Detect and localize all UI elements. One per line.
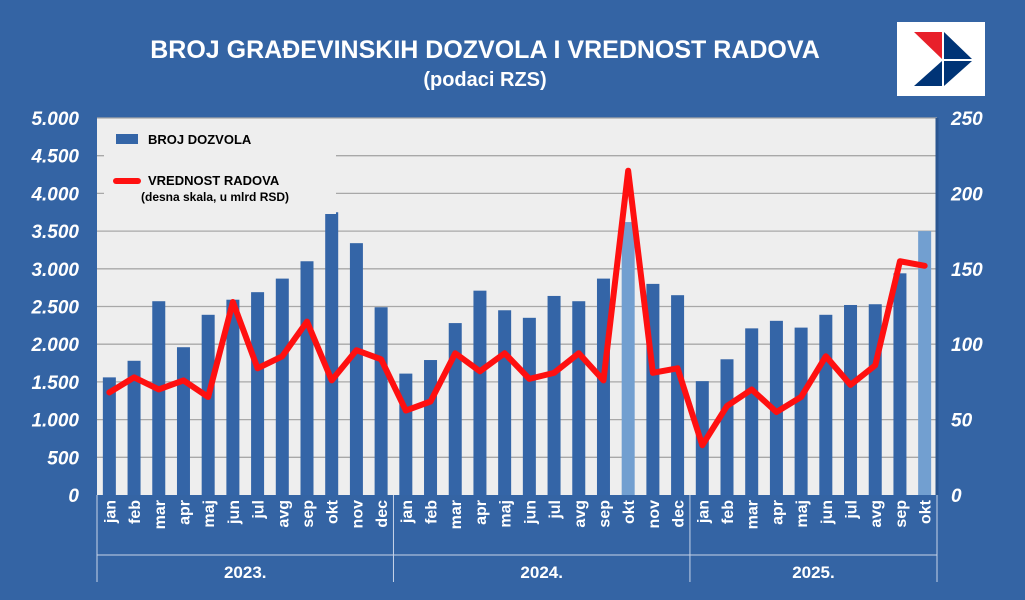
- bar-jul: [548, 296, 561, 495]
- x-tick-label: maj: [498, 500, 515, 528]
- y-right-tick-label: 150: [951, 260, 983, 281]
- bar-dec: [375, 307, 388, 495]
- year-label: 2023.: [224, 563, 267, 582]
- bar-avg: [276, 279, 289, 495]
- x-tick-label: dec: [374, 500, 391, 528]
- x-tick-label: avg: [868, 500, 885, 528]
- bar-maj: [795, 328, 808, 495]
- y-left-tick-label: 2.000: [30, 335, 79, 356]
- y-left-tick-label: 1.500: [31, 373, 79, 394]
- x-tick-label: jul: [251, 500, 268, 520]
- bar-mar: [449, 323, 462, 495]
- x-tick-label: sep: [300, 500, 317, 528]
- x-tick-label: avg: [572, 500, 589, 528]
- x-tick-label: jul: [547, 500, 564, 520]
- x-tick-label: jul: [844, 500, 861, 520]
- x-tick-label: sep: [596, 500, 613, 528]
- x-tick-label: jan: [399, 500, 416, 524]
- bar-feb: [424, 360, 437, 495]
- legend-bar-label: BROJ DOZVOLA: [148, 132, 252, 147]
- x-tick-label: jun: [522, 500, 539, 525]
- bar-maj: [498, 310, 511, 495]
- bar-avg: [572, 301, 585, 495]
- y-left-tick-label: 1.000: [31, 411, 79, 432]
- bar-okt: [918, 231, 931, 495]
- y-left-tick-label: 2.500: [30, 298, 79, 319]
- bar-jan: [399, 374, 412, 495]
- x-tick-label: mar: [745, 500, 762, 529]
- bar-apr: [177, 347, 190, 495]
- bar-dec: [671, 295, 684, 495]
- chart-title: BROJ GRAĐEVINSKIH DOZVOLA I VREDNOST RAD…: [150, 36, 820, 64]
- bar-sep: [893, 273, 906, 495]
- x-tick-label: mar: [152, 500, 169, 529]
- x-tick-label: jun: [226, 500, 243, 525]
- bar-mar: [745, 328, 758, 495]
- year-label: 2025.: [792, 563, 835, 582]
- bar-sep: [301, 261, 314, 495]
- x-tick-label: apr: [769, 500, 786, 525]
- x-tick-label: maj: [201, 500, 218, 528]
- x-tick-label: jan: [695, 500, 712, 524]
- x-tick-label: apr: [473, 500, 490, 525]
- bar-mar: [152, 301, 165, 495]
- x-tick-label: maj: [794, 500, 811, 528]
- y-left-tick-label: 3.000: [31, 260, 79, 281]
- x-tick-label: feb: [424, 500, 441, 524]
- y-left-tick-label: 4.500: [30, 147, 79, 168]
- y-left-tick-label: 5.000: [31, 109, 79, 130]
- x-tick-label: jun: [819, 500, 836, 525]
- bar-feb: [721, 359, 734, 495]
- y-right-tick-label: 50: [951, 411, 973, 432]
- bar-jul: [251, 292, 264, 495]
- bar-sep: [597, 279, 610, 495]
- legend-line-note: (desna skala, u mlrd RSD): [141, 190, 289, 204]
- x-tick-label: okt: [325, 499, 342, 524]
- bar-jun: [523, 318, 536, 495]
- y-right-tick-label: 250: [950, 109, 983, 130]
- bar-jul: [844, 305, 857, 495]
- y-right-tick-label: 100: [951, 335, 983, 356]
- y-left-tick-label: 4.000: [30, 184, 79, 205]
- x-tick-label: apr: [176, 500, 193, 525]
- legend-bar-swatch: [116, 134, 138, 144]
- year-label: 2024.: [520, 563, 563, 582]
- bar-nov: [350, 243, 363, 495]
- x-tick-label: avg: [275, 500, 292, 528]
- x-tick-label: nov: [646, 500, 663, 529]
- legend: BROJ DOZVOLA VREDNOST RADOVA (desna skal…: [104, 122, 336, 214]
- chart-subtitle: (podaci RZS): [423, 69, 546, 91]
- y-left-tick-label: 3.500: [31, 222, 79, 243]
- logo: [897, 22, 985, 96]
- bar-maj: [202, 315, 215, 495]
- x-tick-label: sep: [893, 500, 910, 528]
- bar-apr: [473, 291, 486, 495]
- y-right-tick-label: 200: [950, 184, 983, 205]
- x-tick-label: nov: [349, 500, 366, 529]
- x-tick-label: okt: [621, 499, 638, 524]
- bar-avg: [869, 304, 882, 495]
- x-tick-label: okt: [918, 499, 935, 524]
- legend-line-label: VREDNOST RADOVA: [148, 173, 280, 188]
- y-left-tick-label: 500: [47, 448, 79, 469]
- bar-okt: [622, 222, 635, 495]
- x-tick-label: dec: [671, 500, 688, 528]
- bar-jun: [819, 315, 832, 495]
- x-tick-label: jan: [102, 500, 119, 524]
- y-left-tick-label: 0: [68, 486, 79, 507]
- x-tick-label: feb: [127, 500, 144, 524]
- x-tick-label: feb: [720, 500, 737, 524]
- y-right-tick-label: 0: [951, 486, 962, 507]
- bar-okt: [325, 212, 338, 495]
- x-tick-label: mar: [448, 500, 465, 529]
